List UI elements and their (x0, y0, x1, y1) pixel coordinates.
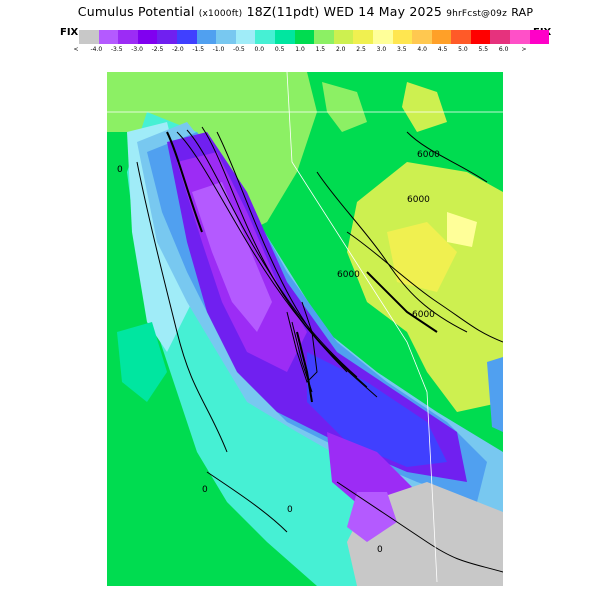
color-scale-label: 2.5 (356, 46, 366, 53)
color-swatch (79, 30, 99, 44)
color-swatch (157, 30, 177, 44)
fix-label-left: FIX (60, 27, 79, 38)
contour-label: 0 (202, 485, 208, 495)
color-scale-label: 4.0 (417, 46, 427, 53)
color-swatch (98, 30, 119, 44)
color-scale-label: 5.0 (458, 46, 468, 53)
title-units: (x1000ft) (198, 9, 243, 19)
color-swatch (372, 30, 393, 44)
color-swatch (235, 30, 256, 44)
contour-label: 0 (287, 505, 293, 515)
field-region (307, 352, 447, 467)
color-scale-labels: < -4.0 -3.5 -3.0 -2.5 -2.0 -1.5 -1.0 -0.5 0.0 0.5 1… (70, 46, 530, 56)
state-borders (107, 72, 503, 583)
contour-label: 6000 (407, 195, 430, 205)
color-scale-label: -4.0 (90, 46, 103, 53)
chart-title: Cumulus Potential (x1000ft) 18Z(11pdt) W… (0, 4, 611, 19)
title-model: RAP (511, 6, 534, 19)
color-scale-label: 4.5 (437, 46, 448, 53)
field-region (447, 212, 477, 247)
color-scale-label: -3.0 (131, 46, 143, 53)
title-main: Cumulus Potential (77, 4, 195, 19)
field-region (387, 222, 457, 292)
color-swatch (294, 30, 315, 44)
color-scale-label: 3.5 (397, 46, 407, 53)
color-swatch (196, 30, 217, 44)
title-forecast: 9hrFcst@09z (446, 9, 508, 19)
color-scale-label: 1.0 (295, 46, 305, 53)
color-swatch (118, 30, 138, 44)
field-region (117, 322, 167, 402)
contour-lines-bold (166, 131, 438, 403)
color-swatch (412, 30, 432, 44)
field-region (192, 182, 272, 332)
color-scale-label: 6.0 (498, 46, 509, 53)
color-scale-label: 5.5 (478, 46, 489, 53)
color-scale-label: 1.5 (315, 46, 326, 53)
color-scale-label: -2.0 (171, 46, 184, 53)
title-time: 18Z(11pdt) WED 14 May 2025 (246, 4, 442, 19)
color-swatch (451, 30, 471, 44)
color-scale-label: -1.0 (212, 46, 225, 53)
color-swatch (176, 30, 197, 44)
color-scale-label: -0.5 (233, 46, 245, 53)
color-swatch (490, 30, 511, 44)
color-scale-label: > (521, 46, 527, 53)
cumulus-potential-map: 6000 6000 6000 6000 0 0 0 0 (107, 72, 503, 586)
color-scale-label: < (73, 46, 79, 53)
color-scale-label: 3.0 (376, 46, 387, 53)
color-scale-label: -1.5 (192, 46, 205, 53)
color-scale-label: -2.5 (151, 46, 164, 53)
color-swatch (510, 30, 530, 44)
color-swatch (255, 30, 275, 44)
color-swatch (353, 30, 373, 44)
color-scale-label: 2.0 (335, 46, 346, 53)
contour-label: 6000 (417, 150, 440, 160)
field-region (402, 82, 447, 132)
color-scale-bar (79, 30, 550, 44)
color-swatch (216, 30, 236, 44)
contour-label: 6000 (412, 310, 435, 320)
field-region (487, 357, 503, 432)
color-swatch (392, 30, 413, 44)
contour-label: 6000 (337, 270, 360, 280)
color-swatch (274, 30, 295, 44)
contour-label: 0 (377, 545, 383, 555)
color-swatch (470, 30, 491, 44)
color-scale-label: 0.5 (274, 46, 285, 53)
color-swatch (431, 30, 452, 44)
contour-lines (136, 126, 503, 573)
color-swatch (137, 30, 158, 44)
color-scale-label: 0.0 (254, 46, 265, 53)
color-swatch (529, 30, 550, 44)
color-scale-label: -3.5 (110, 46, 123, 53)
color-swatch (314, 30, 334, 44)
color-swatch (333, 30, 354, 44)
contour-label: 0 (117, 165, 123, 175)
field-region (322, 82, 367, 132)
field-region (347, 492, 397, 542)
